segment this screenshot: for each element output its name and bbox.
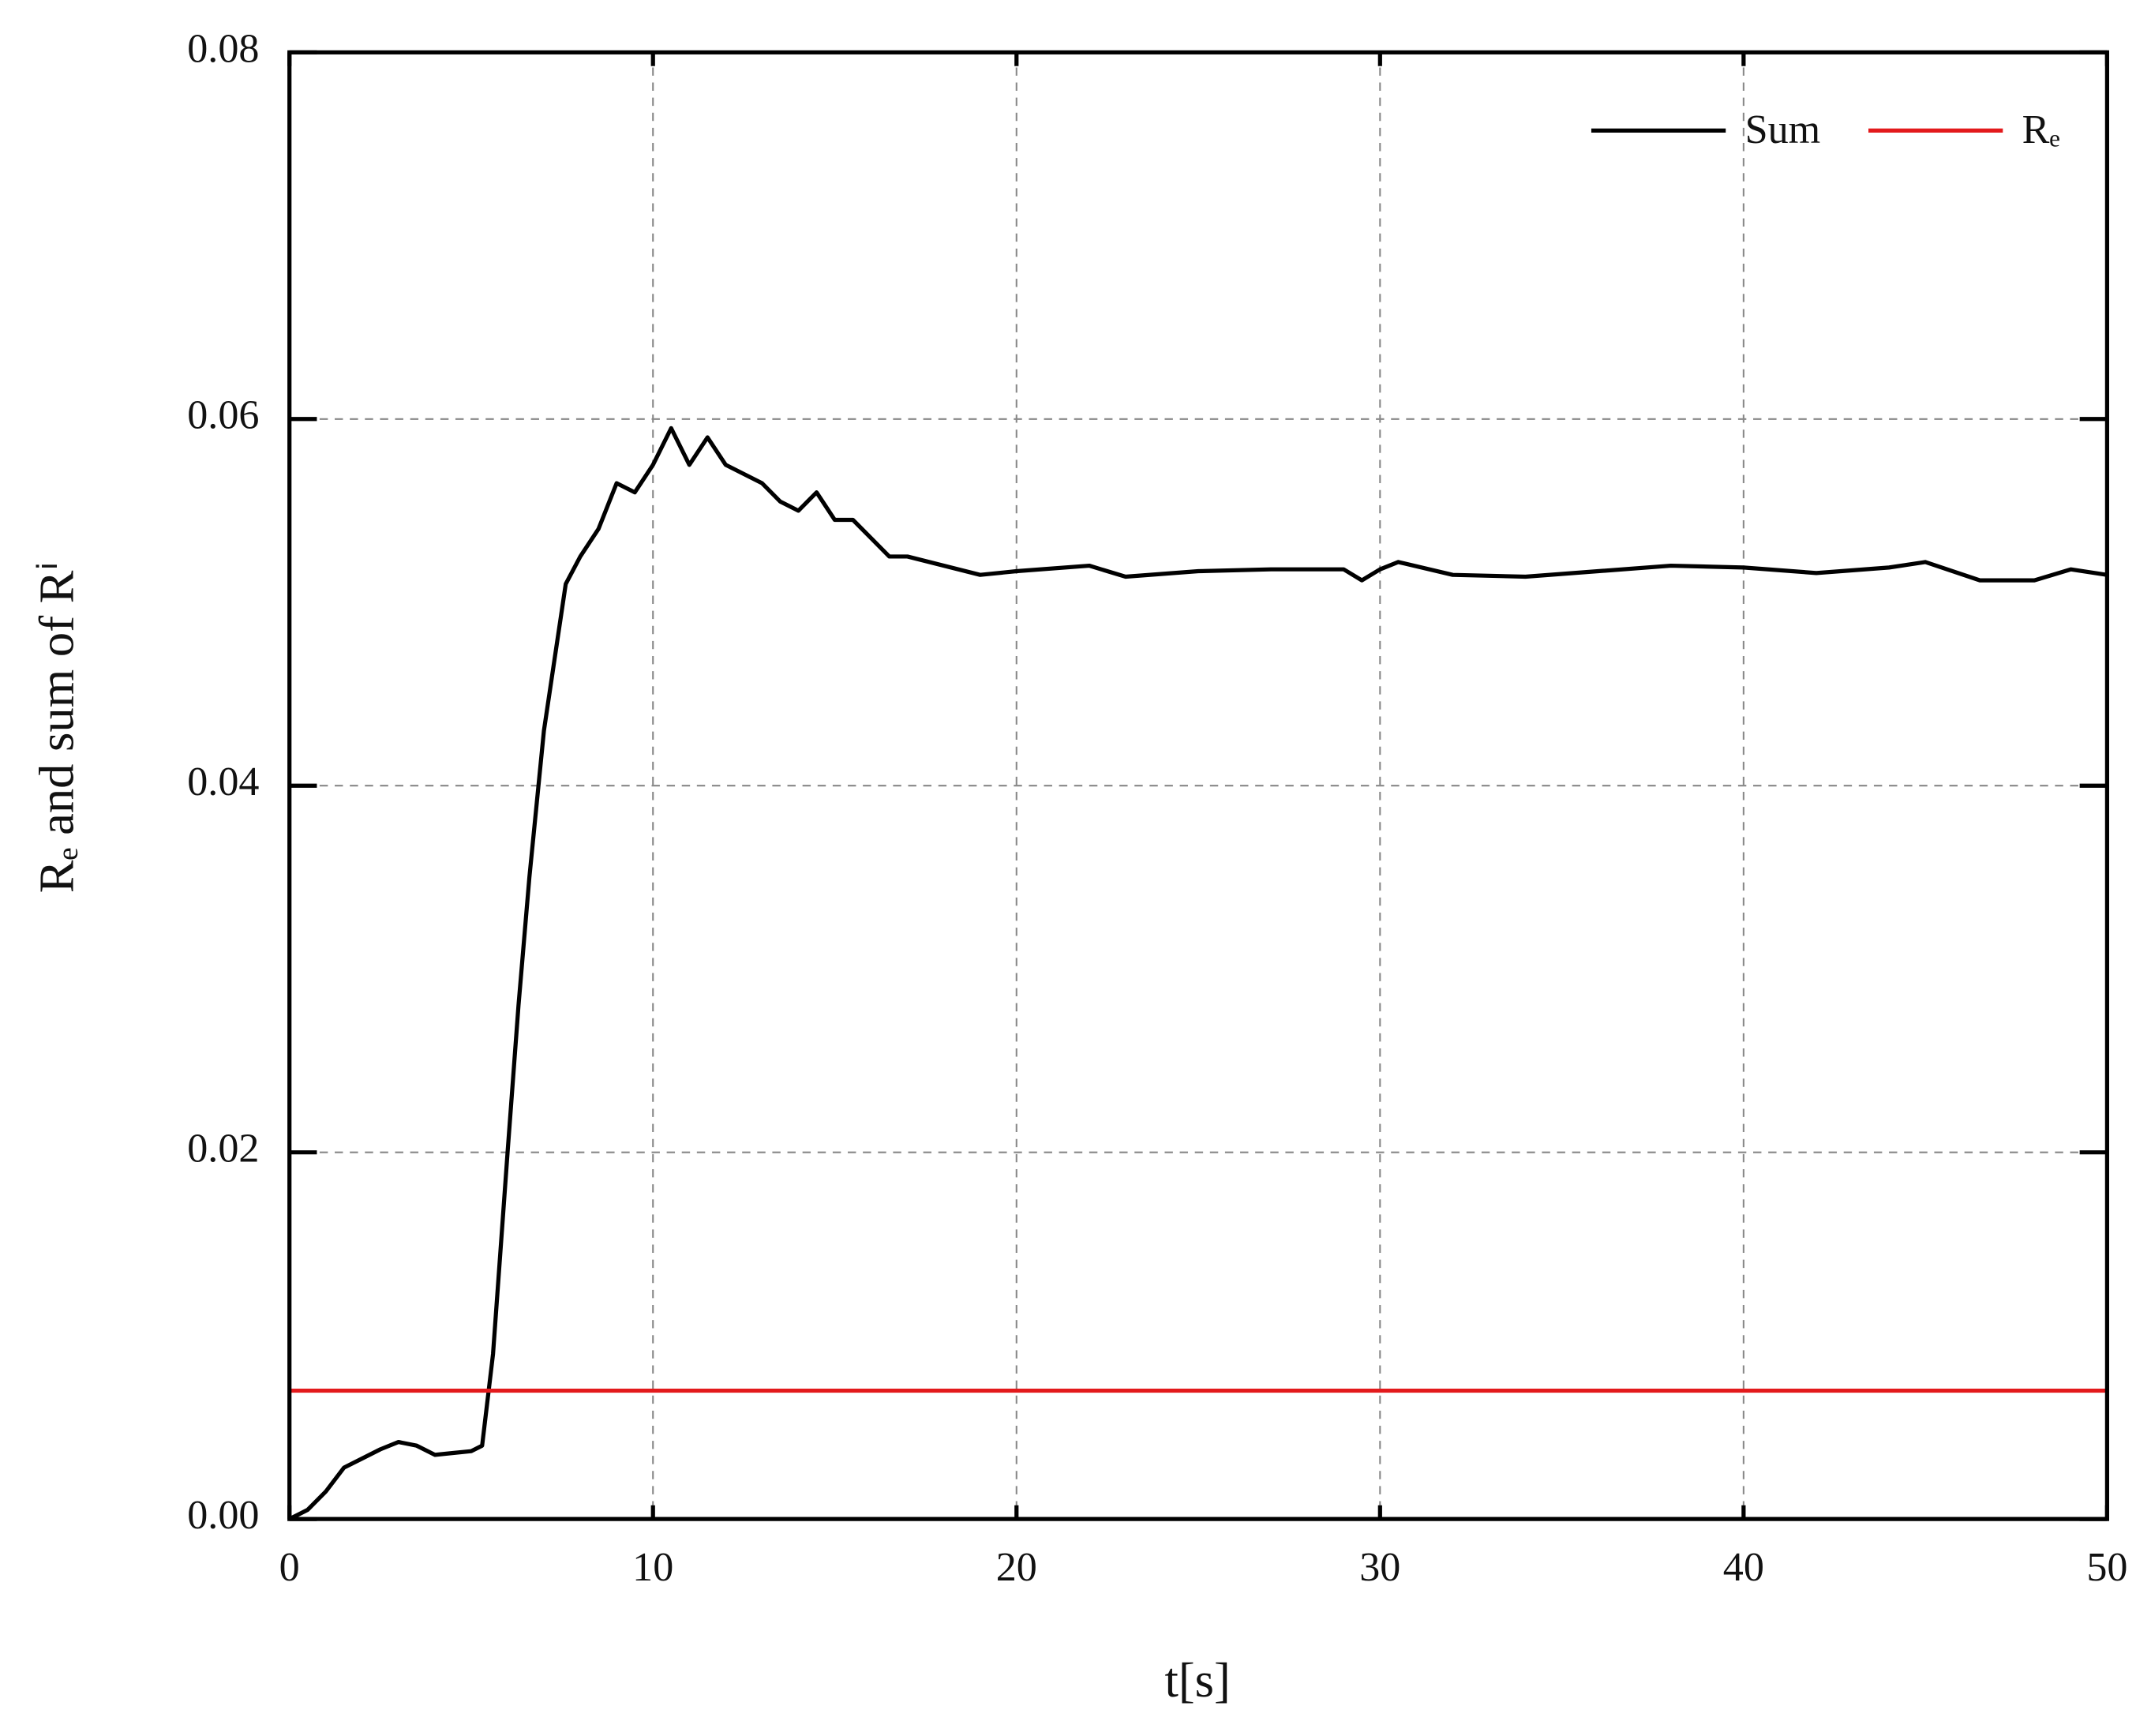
- plot-frame: [287, 50, 2109, 1521]
- data-line: [288, 426, 2108, 1521]
- x-tick-label: 10: [632, 1545, 673, 1590]
- x-tick-label: 0: [279, 1545, 300, 1590]
- x-tick-label: 40: [1723, 1545, 1764, 1590]
- x-tick-label: 30: [1359, 1545, 1400, 1590]
- y-tick-label: 0.00: [187, 1493, 259, 1538]
- x-tick-label: 20: [996, 1545, 1037, 1590]
- x-axis-label: t[s]: [1164, 1652, 1230, 1708]
- x-tick-label: 50: [2086, 1545, 2127, 1590]
- y-tick-label: 0.06: [187, 393, 259, 438]
- y-tick-label: 0.08: [187, 26, 259, 71]
- y-axis-label: Rₑ and sum of Rⁱ: [29, 561, 84, 893]
- y-tick-label: 0.02: [187, 1127, 259, 1172]
- legend-label: Sum: [1745, 107, 1821, 152]
- legend-label: Rₑ: [2022, 107, 2060, 152]
- y-tick-label: 0.04: [187, 759, 259, 804]
